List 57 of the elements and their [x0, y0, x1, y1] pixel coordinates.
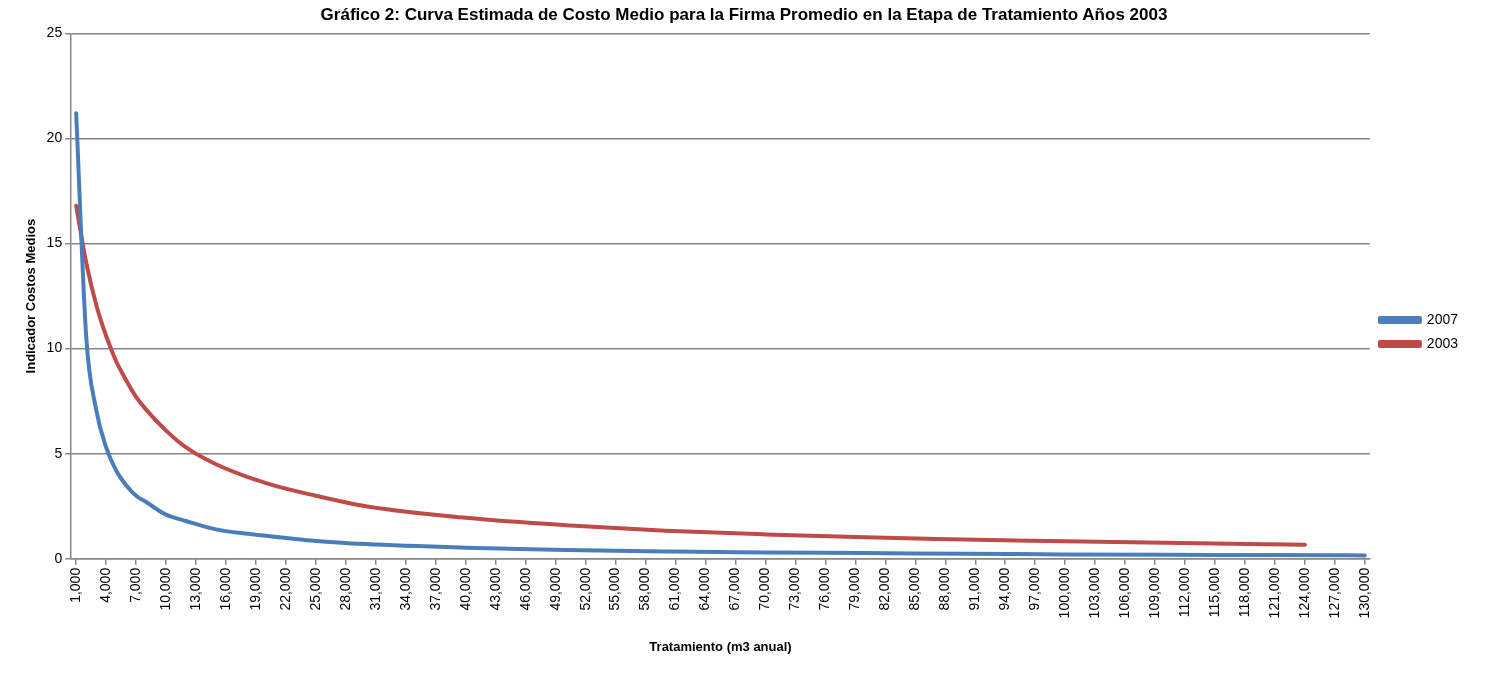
- x-tick-label: 70,000: [756, 567, 773, 611]
- x-tick-label: 79,000: [846, 567, 863, 611]
- x-tick-label: 112,000: [1175, 567, 1192, 618]
- y-tick-label: 25: [46, 24, 63, 41]
- legend-label: 2003: [1426, 334, 1459, 351]
- x-tick-label: 88,000: [936, 567, 953, 611]
- x-tick-label: 94,000: [996, 567, 1013, 611]
- x-tick-label: 31,000: [366, 567, 383, 611]
- x-tick-label: 13,000: [186, 567, 203, 611]
- chart-title: Gráfico 2: Curva Estimada de Costo Medio para la Firma Promedio en la Etapa de Tratamiento Años 2003: [320, 4, 1168, 24]
- x-tick-label: 1,000: [67, 567, 84, 603]
- line-series: [74, 203, 1307, 547]
- x-tick-label: 58,000: [636, 567, 653, 611]
- x-tick-label: 109,000: [1145, 567, 1162, 619]
- x-tick-label: 106,000: [1115, 567, 1132, 619]
- x-tick-label: 43,000: [486, 567, 503, 611]
- x-tick-label: 115,000: [1205, 567, 1222, 618]
- y-tick-label: 5: [54, 444, 63, 461]
- x-tick-label: 130,000: [1355, 567, 1372, 619]
- y-tick-label: 20: [46, 129, 63, 146]
- x-tick-label: 124,000: [1295, 567, 1312, 619]
- y-axis-title: Indicador Costos Medios: [23, 218, 39, 374]
- x-tick-label: 91,000: [966, 567, 983, 611]
- x-tick-label: 73,000: [786, 567, 803, 611]
- x-tick-label: 97,000: [1026, 567, 1043, 611]
- line-series: [74, 111, 1367, 558]
- x-tick-label: 40,000: [456, 567, 473, 611]
- x-tick-label: 34,000: [396, 567, 413, 611]
- x-tick-label: 25,000: [306, 567, 323, 611]
- x-tick-label: 46,000: [516, 567, 533, 611]
- y-tick-label: 0: [54, 549, 63, 566]
- x-tick-label: 16,000: [216, 567, 233, 611]
- x-tick-label: 64,000: [696, 567, 713, 611]
- x-tick-label: 19,000: [246, 567, 263, 611]
- x-tick-label: 100,000: [1056, 567, 1073, 619]
- x-tick-label: 85,000: [906, 567, 923, 611]
- legend-label: 2007: [1426, 310, 1459, 327]
- x-tick-label: 61,000: [666, 567, 683, 611]
- x-tick-label: 67,000: [726, 567, 743, 611]
- x-tick-label: 127,000: [1325, 567, 1342, 619]
- x-tick-label: 82,000: [876, 567, 893, 611]
- x-tick-label: 37,000: [426, 567, 443, 611]
- y-tick-label: 10: [46, 339, 63, 356]
- x-tick-label: 121,000: [1265, 567, 1282, 619]
- x-tick-label: 76,000: [816, 567, 833, 611]
- x-tick-label: 103,000: [1085, 567, 1102, 619]
- x-tick-label: 118,000: [1235, 567, 1252, 618]
- x-tick-label: 49,000: [546, 567, 563, 611]
- x-axis-title: Tratamiento (m3 anual): [649, 638, 792, 654]
- x-tick-label: 52,000: [576, 567, 593, 611]
- x-tick-label: 22,000: [276, 567, 293, 611]
- x-tick-label: 10,000: [156, 567, 173, 611]
- y-tick-label: 15: [46, 234, 63, 251]
- x-tick-label: 55,000: [606, 567, 623, 611]
- x-tick-label: 4,000: [97, 567, 113, 603]
- x-tick-label: 28,000: [336, 567, 353, 611]
- x-tick-label: 7,000: [126, 567, 143, 603]
